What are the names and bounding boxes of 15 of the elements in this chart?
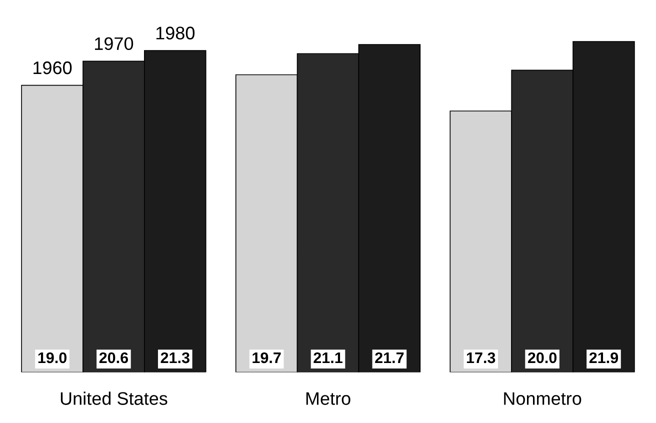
data-label: 20.0	[528, 352, 557, 364]
x-tick-label: Metro	[306, 392, 350, 405]
data-label: 21.3	[160, 352, 190, 364]
x-tick-label: Nonmetro	[504, 392, 582, 405]
data-label: 20.6	[99, 352, 128, 364]
series-label: 1970	[95, 37, 134, 50]
data-label: 19.7	[252, 352, 281, 364]
series-label: 1960	[34, 61, 72, 74]
x-tick-label: United States	[60, 392, 168, 405]
data-label: 21.7	[375, 352, 404, 364]
series-label: 1980	[156, 26, 195, 40]
data-label: 19.0	[38, 352, 67, 364]
data-label: 17.3	[466, 352, 496, 364]
data-label: 21.9	[589, 352, 618, 364]
data-label: 21.1	[314, 352, 342, 364]
